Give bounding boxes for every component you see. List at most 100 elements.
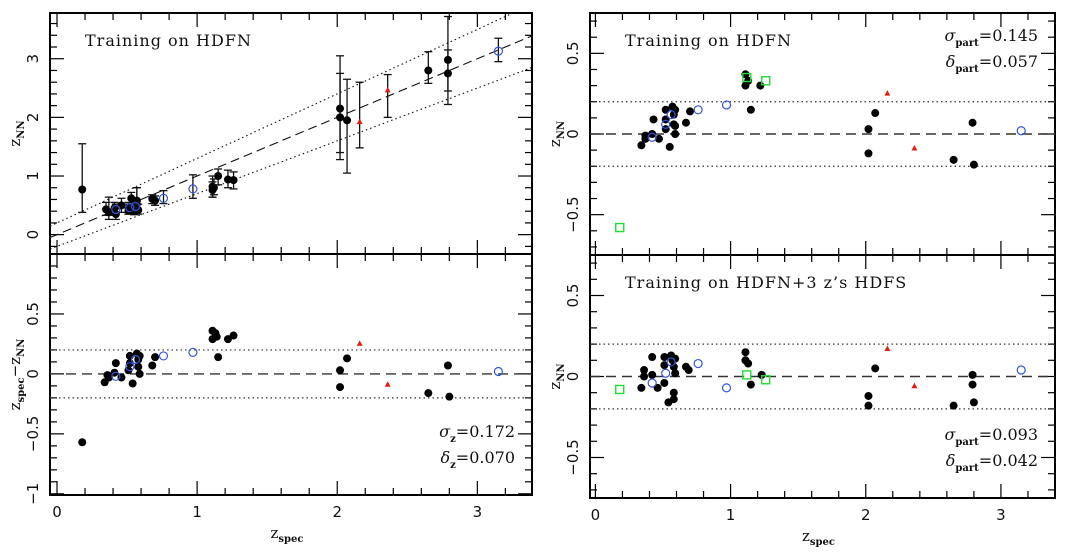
y-ticks [50, 253, 532, 495]
data-point [693, 105, 703, 115]
data-point [111, 371, 121, 381]
x-tick-label: 0 [591, 506, 601, 524]
green-open-squares [615, 72, 771, 233]
data-point [757, 370, 766, 379]
data-point [135, 369, 144, 378]
label-main: z [6, 139, 24, 147]
data-point [653, 383, 662, 392]
stat-value: =0.042 [979, 451, 1038, 470]
data-point [493, 366, 503, 377]
red-triangles [356, 340, 391, 387]
data-point [647, 378, 657, 388]
data-point [671, 121, 680, 130]
stat-label: σz=0.172 [439, 422, 515, 445]
panel-bottom-left: 0 1 2 3−1−0.500.5zspec−zNNzspecσz=0.172δz=0… [6, 253, 533, 545]
plot-area [50, 326, 532, 447]
blue-open-circles [647, 357, 1026, 393]
label-subscript: spec [278, 534, 303, 545]
data-point [158, 193, 169, 203]
data-point [134, 362, 143, 371]
data-point [188, 347, 198, 357]
label-subscript: spec [810, 537, 835, 548]
stat-subscript: part [955, 64, 979, 75]
data-point [671, 130, 680, 138]
stat-value: =0.057 [979, 52, 1038, 71]
data-point [671, 354, 680, 363]
data-point [336, 383, 345, 392]
data-point [884, 345, 891, 351]
y-axis-label: zNN [6, 120, 27, 146]
x-axis-label: zspec [271, 524, 304, 545]
y-tick-label: 0.5 [24, 302, 42, 326]
data-point [130, 354, 141, 365]
black-filled-circles [78, 326, 454, 447]
stat-label: δz=0.070 [440, 448, 515, 471]
data-point [443, 55, 452, 64]
label-subscript: NN [556, 363, 567, 381]
data-point [148, 361, 157, 370]
data-point [911, 145, 918, 151]
data-point [640, 372, 649, 381]
label-main: z [6, 357, 24, 365]
data-point [1016, 365, 1026, 375]
data-point [661, 125, 670, 134]
data-point [214, 353, 223, 362]
data-point [214, 172, 223, 181]
data-point [742, 370, 752, 380]
data-point [871, 109, 880, 118]
panel-top-left: 0 1 2 3 zNN Training on HDFN [6, 12, 533, 255]
stat-symbol: σ [945, 26, 957, 45]
data-point [654, 134, 663, 143]
stat-symbol: δ [946, 52, 956, 71]
x-tick-label: 0 [52, 503, 62, 521]
data-point [649, 115, 658, 124]
data-point [648, 370, 657, 379]
y-tick-label: −1 [24, 483, 42, 505]
data-point [637, 383, 646, 392]
panel-annotation: Training on HDFN [625, 31, 792, 50]
label-main: z [546, 382, 564, 390]
data-point [209, 183, 218, 192]
data-point [661, 119, 671, 129]
label-main: z [271, 524, 279, 542]
data-point [968, 380, 977, 389]
data-point [671, 369, 680, 378]
data-point [229, 331, 238, 340]
data-point [871, 364, 880, 373]
y-axis-label: zspec−zNN [6, 339, 27, 411]
data-point [151, 196, 160, 205]
data-point [968, 370, 977, 379]
data-point [949, 155, 958, 164]
stat-value: =0.093 [979, 425, 1038, 444]
x-tick-label: 3 [473, 503, 483, 521]
data-point [229, 176, 238, 185]
y-tick-label: 0.5 [564, 284, 582, 308]
data-point [969, 398, 978, 407]
green-open-squares [615, 370, 771, 395]
data-point [864, 401, 873, 410]
data-point [117, 373, 126, 382]
x-ticks [56, 254, 506, 495]
data-point [660, 361, 669, 370]
data-point [125, 362, 135, 372]
data-point [151, 353, 160, 362]
data-point [1016, 126, 1026, 136]
data-point [104, 208, 113, 217]
data-point [130, 201, 141, 212]
data-point [665, 142, 674, 151]
data-point [721, 100, 732, 110]
y-tick-label: −0.5 [564, 196, 582, 232]
black-filled-circles [637, 70, 978, 169]
plot-area [590, 70, 1055, 233]
data-point [424, 66, 433, 75]
data-point [424, 389, 433, 398]
y-tick-label: 0 [24, 369, 42, 379]
data-point [744, 359, 753, 368]
data-point [128, 379, 137, 388]
y-tick-label: 2 [24, 113, 42, 123]
data-point [761, 375, 771, 385]
stat-subscript: part [955, 463, 979, 474]
stat-label: δpart=0.042 [946, 451, 1038, 474]
